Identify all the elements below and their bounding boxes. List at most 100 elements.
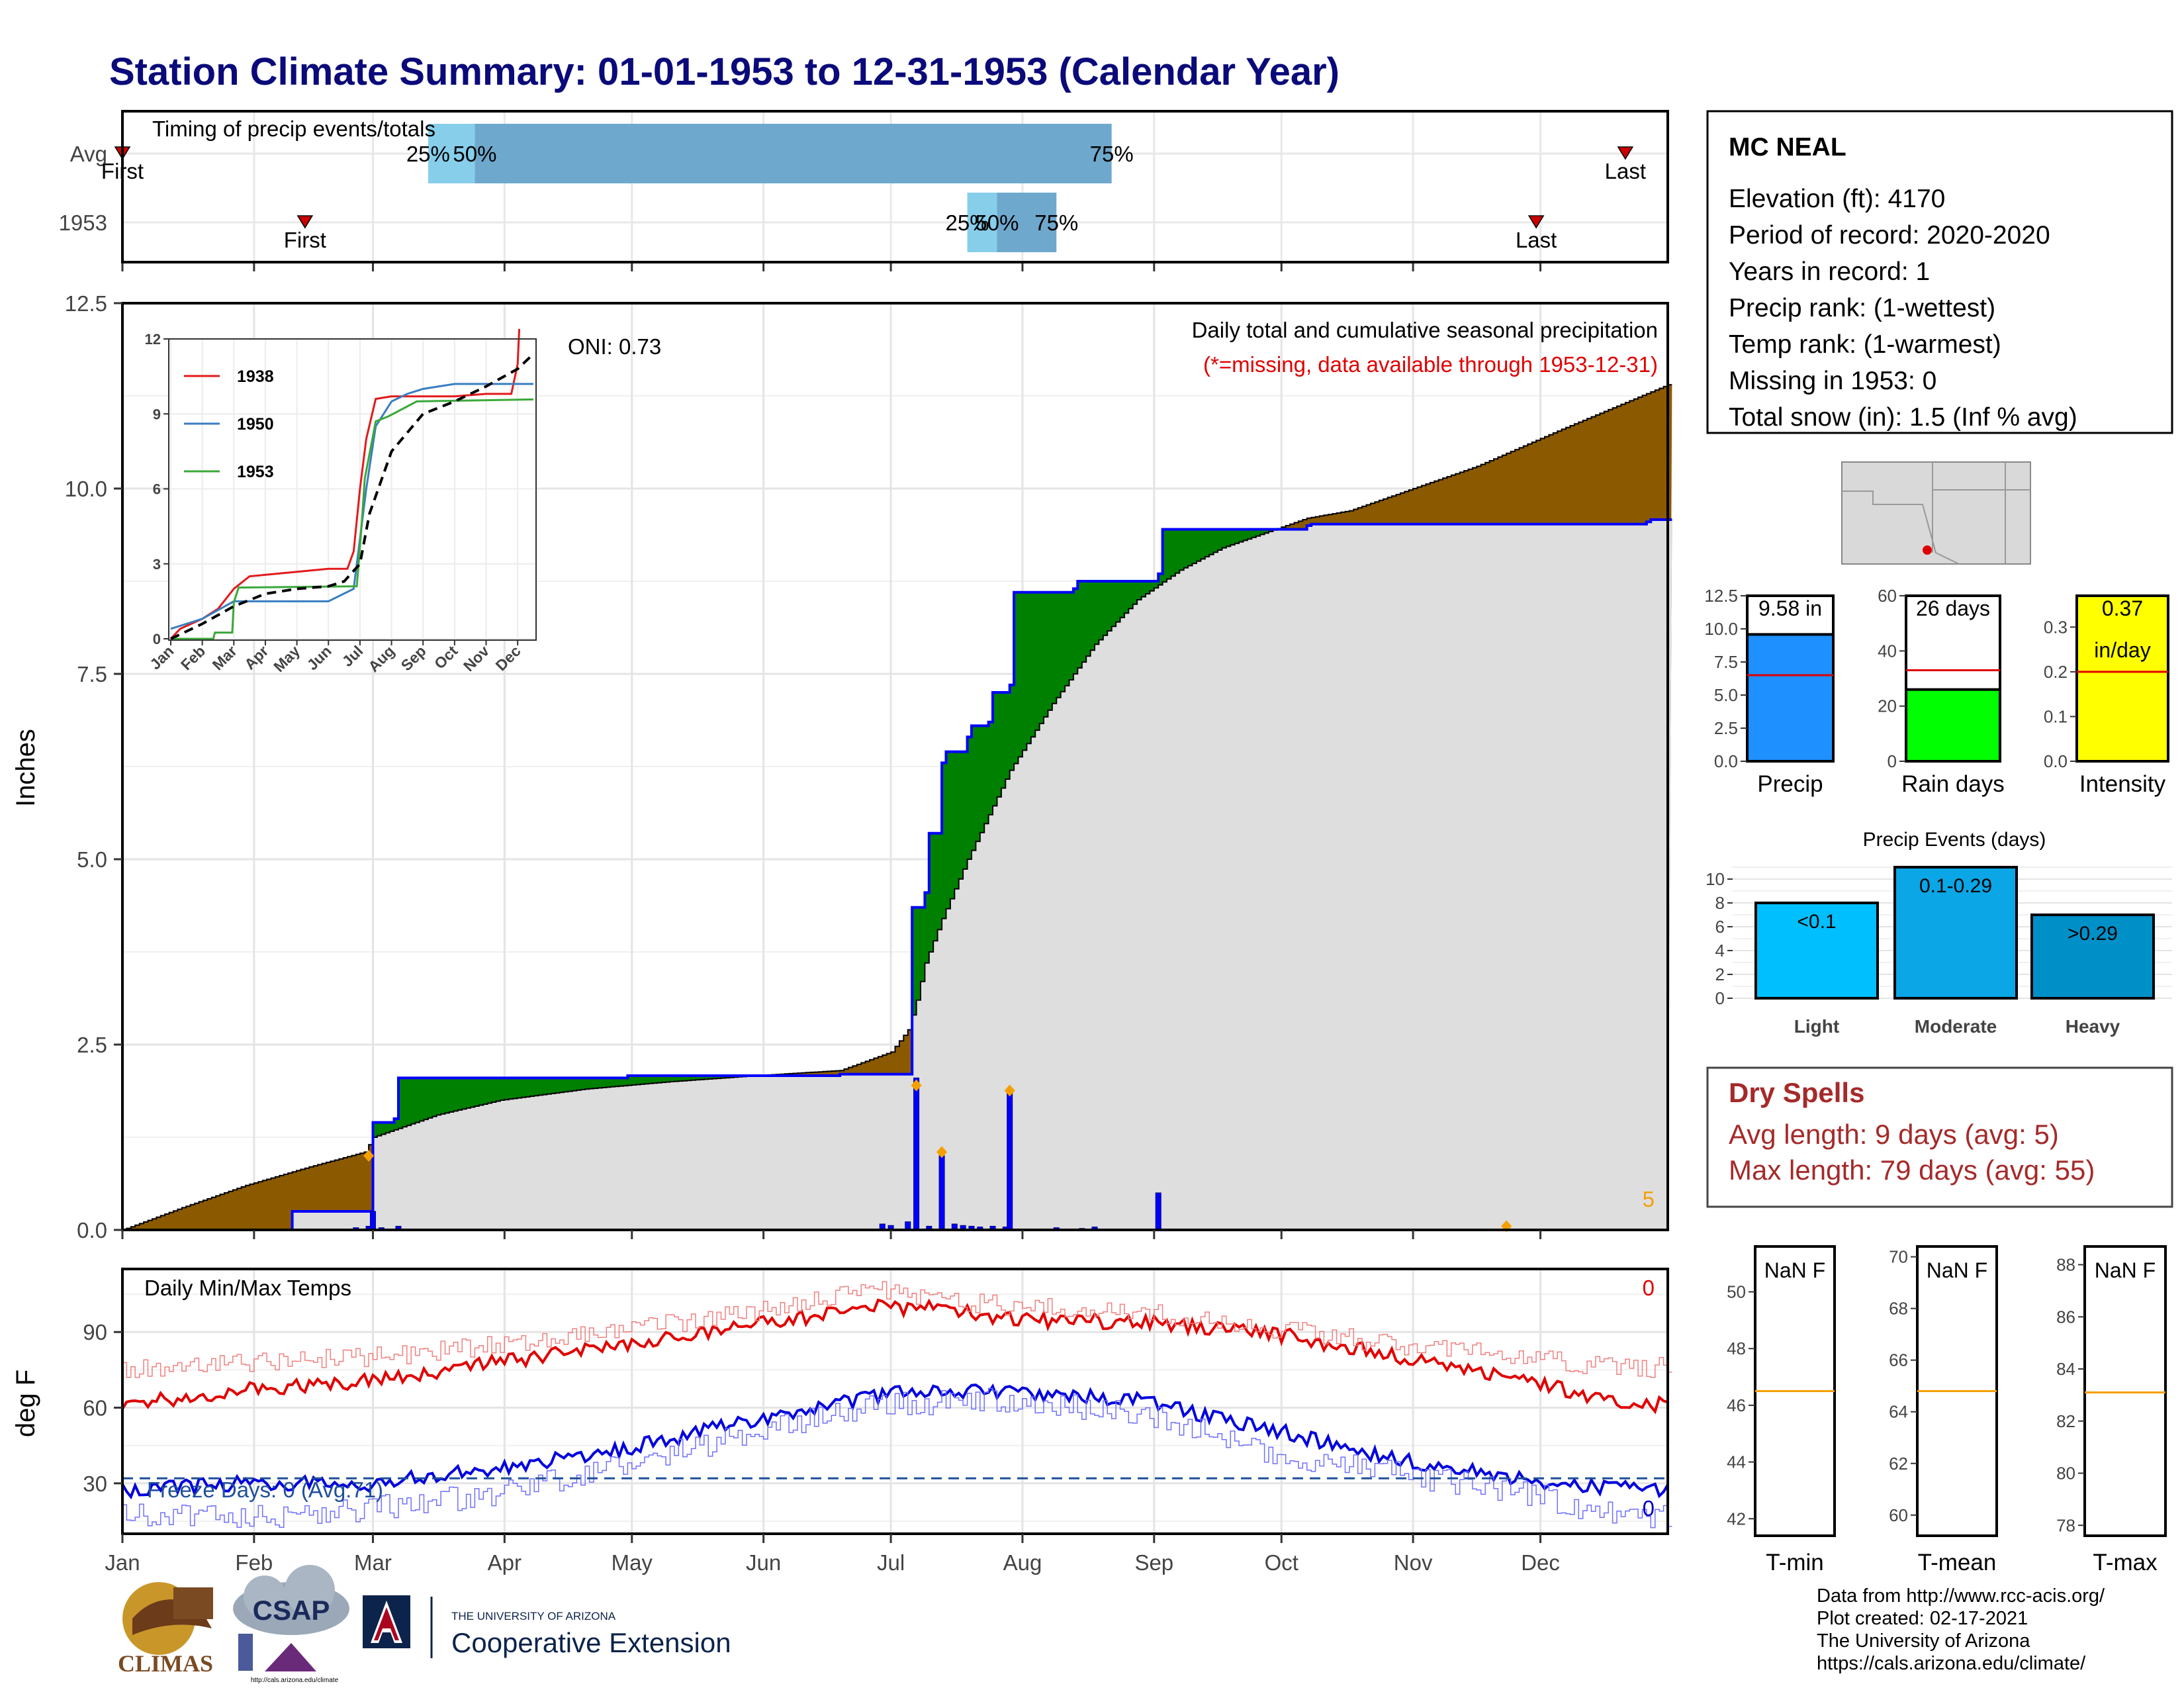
summary-category-label: Precip — [1757, 771, 1823, 797]
dry-spells-frame — [1706, 1066, 2173, 1208]
events-category-label: Heavy — [2066, 1016, 2120, 1037]
timing-frame — [121, 110, 1669, 263]
precip-y-axis: 0.0 2.5 5.0 7.5 10.0 12.5 — [65, 291, 1542, 1243]
csap-logo: CSAP http://cals.arizona.edu/climate — [233, 1565, 349, 1684]
events-y-tick-label: 2 — [1715, 964, 1725, 984]
precip-y-tick-label: 12.5 — [65, 291, 107, 316]
oni-label: ONI: 0.73 — [568, 334, 661, 359]
timing-last-label: Last — [1605, 159, 1646, 183]
temp-month-label: Jun — [746, 1550, 781, 1575]
credit-line: https://cals.arizona.edu/climate/ — [1817, 1653, 2086, 1674]
summary-bar — [1746, 633, 1835, 763]
temp-month-label: Jul — [877, 1550, 905, 1575]
temp-month-label: Nov — [1394, 1550, 1433, 1575]
inset-month-label: Dec — [492, 642, 523, 674]
summary-category-label: Rain days — [1901, 771, 2005, 797]
credit-line: Plot created: 02-17-2021 — [1817, 1608, 2028, 1629]
precip-count-label: 5 — [1643, 1187, 1655, 1211]
temp-month-label: Sep — [1134, 1550, 1173, 1575]
dry-spells-title: Dry Spells — [1729, 1077, 1864, 1108]
events-category-label: Moderate — [1915, 1016, 1997, 1037]
footer-logos: CLIMAS CSAP http://cals.arizona.edu/clim… — [118, 1565, 731, 1684]
inset-month-label: Apr — [241, 642, 271, 673]
station-info-line: Missing in 1953: 0 — [1729, 367, 1936, 395]
temp-y-label: deg F — [11, 1370, 40, 1437]
inset-legend: 1938 1950 1953 — [184, 367, 274, 481]
timing-q50-label: 50% — [975, 211, 1019, 235]
csap-cloud-puff-right — [285, 1565, 335, 1615]
snow-marker — [1004, 1084, 1015, 1097]
precip-y-label: Inches — [11, 729, 40, 807]
precip-snow-markers — [363, 1079, 1512, 1233]
precip-areas — [122, 384, 1672, 1231]
temp-box-value: NaN F — [2095, 1258, 2156, 1282]
precip-frame — [121, 302, 1669, 1231]
precip-y-tick-label: 0.0 — [77, 1218, 107, 1243]
dry-spells-avg: Avg length: 9 days (avg: 5) — [1729, 1119, 2059, 1150]
dry-spells-box: Dry Spells Avg length: 9 days (avg: 5) M… — [1706, 1066, 2173, 1208]
temp-box-y-tick-label: 70 — [1889, 1247, 1908, 1267]
temp-box-y-tick-label: 86 — [2056, 1307, 2075, 1327]
inset-month-label: Sep — [398, 642, 430, 674]
ua-name: THE UNIVERSITY OF ARIZONA — [451, 1610, 616, 1622]
events-bar — [1893, 866, 2018, 1000]
temp-box-label: T-mean — [1918, 1550, 1997, 1575]
station-info-line: Temp rank: (1-warmest) — [1729, 330, 2001, 359]
map-background — [1841, 461, 2031, 565]
temp-box-y-tick-label: 46 — [1727, 1395, 1746, 1415]
temp-box-label: T-max — [2093, 1550, 2158, 1575]
precip-caption: Daily total and cumulative seasonal prec… — [1192, 318, 1658, 342]
inset-y-tick-label: 0 — [153, 631, 161, 647]
timing-bar-50-75 — [475, 124, 1112, 183]
events-y-tick-label: 6 — [1715, 917, 1725, 937]
credits: Data from http://www.rcc-acis.org/Plot c… — [1817, 1585, 2105, 1674]
precip-missing-note: (*=missing, data available through 1953-… — [1203, 352, 1658, 377]
summary-y-tick-label: 10.0 — [1704, 619, 1738, 639]
temp-grid — [121, 1269, 1668, 1534]
climas-logo-text: CLIMAS — [118, 1650, 213, 1677]
station-info-line: Total snow (in): 1.5 (Inf % avg) — [1729, 403, 2077, 432]
timing-first-label: First — [284, 228, 326, 252]
inset-y-tick-label: 6 — [153, 481, 161, 498]
temp-month-label: Feb — [235, 1550, 273, 1575]
temp-lines — [121, 1281, 1672, 1528]
timing-q75-label: 75% — [1090, 142, 1134, 166]
snow-marker — [936, 1146, 948, 1158]
summary-value-label: 9.58 in — [1758, 596, 1822, 620]
inset-legend-label: 1950 — [237, 415, 274, 434]
temp-series-line — [122, 1281, 1672, 1378]
dry-spells-max: Max length: 79 days (avg: 55) — [1729, 1154, 2095, 1186]
climas-logo: CLIMAS — [118, 1582, 213, 1677]
temp-box-y-tick-label: 42 — [1727, 1509, 1746, 1528]
daily-precip-bar — [913, 1077, 920, 1231]
temp-month-label: May — [612, 1550, 653, 1575]
common-area — [122, 520, 1672, 1230]
temp-month-label: Mar — [354, 1550, 392, 1575]
events-bar-range: <0.1 — [1797, 911, 1836, 933]
events-bar-range: >0.29 — [2068, 923, 2118, 945]
precip-y-tick-label: 2.5 — [77, 1033, 107, 1057]
inset-month-label: Feb — [177, 642, 208, 673]
temp-caption: Daily Min/Max Temps — [144, 1276, 351, 1300]
inset-lines — [169, 328, 535, 640]
temp-box-y-tick-label: 80 — [2056, 1464, 2075, 1483]
temp-y-tick-label: 30 — [83, 1472, 107, 1496]
inset-month-label: May — [270, 642, 303, 675]
timing-bar-25-50 — [967, 193, 997, 252]
temp-box-y-tick-label: 60 — [1889, 1505, 1908, 1525]
timing-title: Timing of precip events/totals — [152, 117, 435, 141]
station-info-box: MC NEAL Elevation (ft): 4170 Period of re… — [1706, 110, 2173, 434]
events-bar-range: 0.1-0.29 — [1919, 875, 1992, 897]
timing-bar-50-75 — [997, 193, 1057, 252]
csap-cloud-puff-left — [244, 1575, 286, 1618]
timing-row-label-avg: Avg — [70, 142, 107, 166]
precip-y-tick-label: 7.5 — [77, 662, 107, 686]
daily-precip-bar — [1007, 1092, 1013, 1231]
summary-y-tick-label: 0.3 — [2044, 617, 2068, 637]
temp-box-y-tick-label: 64 — [1889, 1402, 1908, 1422]
station-info-line: Period of record: 2020-2020 — [1729, 221, 2050, 250]
summary-value-label: 26 days — [1916, 596, 1990, 620]
temp-series-line — [121, 1383, 1669, 1500]
climas-emblem-block — [173, 1587, 213, 1619]
